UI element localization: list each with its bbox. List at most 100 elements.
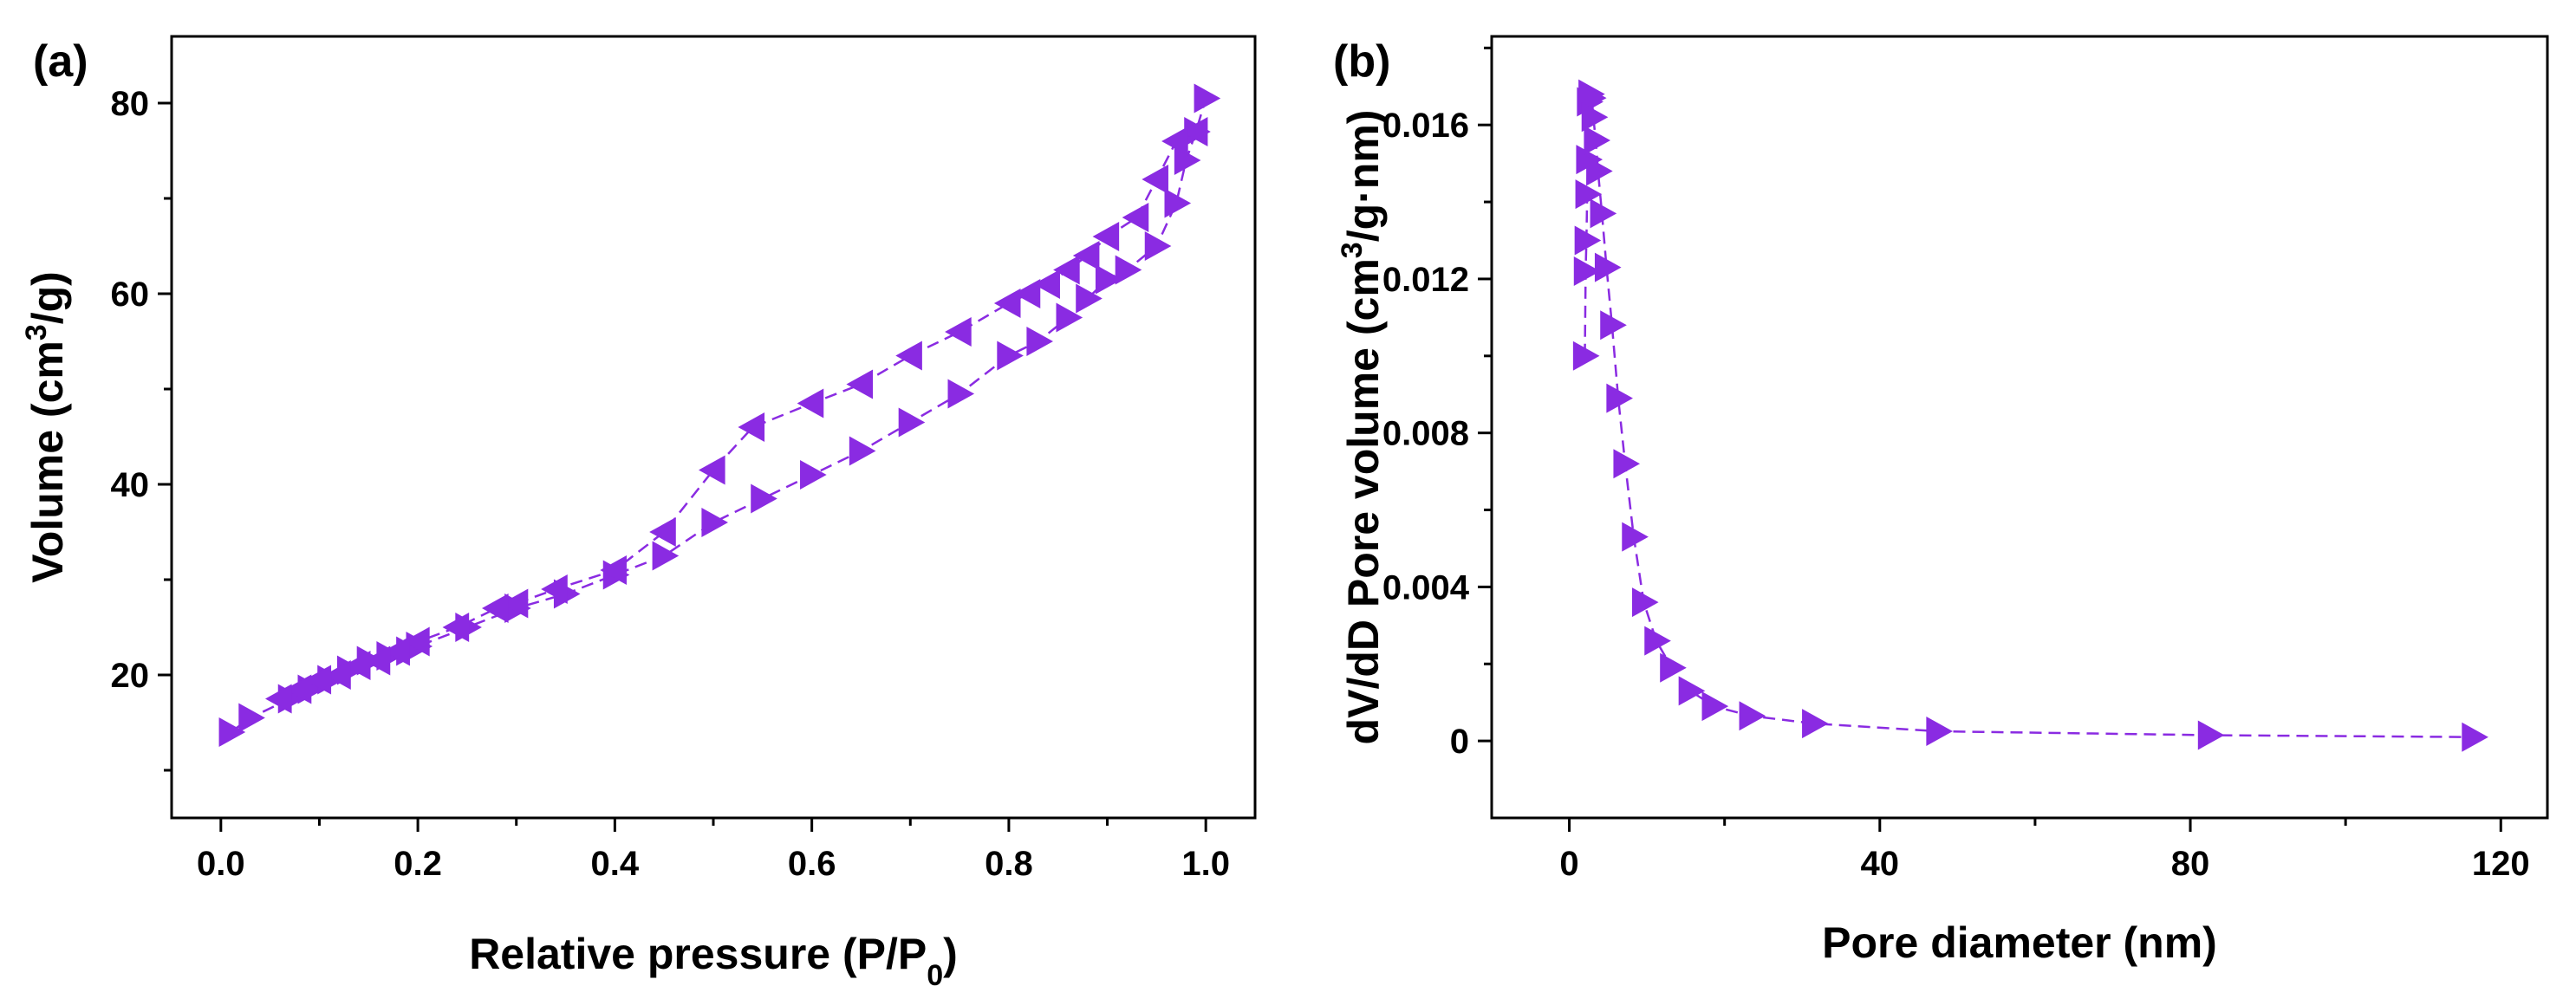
x-tick-label-a: 0.8: [985, 845, 1033, 883]
panel-label-a: (a): [33, 36, 88, 87]
x-tick-label-a: 0.2: [394, 845, 442, 883]
data-point-a-0-21: [997, 341, 1024, 371]
data-point-a-1-1: [1161, 126, 1188, 156]
y-tick-label-b: 0.016: [1382, 107, 1469, 145]
data-point-b-0-18: [1644, 626, 1671, 656]
data-point-a-1-27: [304, 665, 332, 695]
panel-b: (b) 0 40 80 120 0 0.004 0.008 0.012 0.016 Pore d…: [1333, 35, 2549, 967]
plot-frame-b: [1490, 35, 2549, 820]
x-tick-label-a: 1.0: [1181, 845, 1230, 883]
ticks-b: 0 40 80 120 0 0.004 0.008 0.012 0.016: [1382, 46, 2530, 883]
data-point-b-0-16: [1622, 522, 1649, 552]
data-point-a-1-16: [649, 517, 676, 547]
data-point-a-0-22: [1026, 327, 1053, 356]
x-tick-label-b: 40: [1861, 845, 1900, 883]
x-tick-label-b: 80: [2171, 845, 2210, 883]
x-axis-title-b: Pore diameter (nm): [1822, 918, 2217, 967]
y-tick-label-b: 0: [1450, 723, 1469, 761]
x-axis-title-a-tail: ): [943, 930, 958, 978]
data-point-b-0-15: [1613, 449, 1641, 479]
data-point-a-1-18: [541, 574, 568, 604]
x-axis-title-a-main: Relative pressure (P/P: [469, 930, 927, 978]
data-point-a-0-28: [1164, 188, 1192, 218]
data-point-b-0-10: [1586, 156, 1613, 186]
data-point-b-0-20: [1678, 676, 1706, 706]
data-point-a-1-20: [482, 594, 509, 623]
data-point-a-1-17: [600, 555, 627, 585]
data-point-a-0-1: [238, 703, 265, 733]
y-axis-title-a-tail: /g): [23, 271, 72, 324]
x-axis-title-a-sub: 0: [927, 959, 943, 992]
y-axis-title-b-main: dV/dD Pore volume (cm: [1339, 258, 1388, 744]
data-point-a-1-11: [895, 341, 922, 371]
data-point-a-0-27: [1144, 231, 1172, 261]
data-point-a-1-6: [1053, 255, 1080, 285]
x-tick-label-a: 0.6: [788, 845, 836, 883]
data-point-a-1-21: [442, 613, 470, 642]
data-point-a-1-26: [324, 660, 351, 690]
data-point-a-0-19: [898, 407, 926, 438]
y-axis-title-b-tail: /g·nm): [1339, 110, 1388, 243]
data-point-b-0-17: [1631, 587, 1659, 618]
data-point-b-0-22: [1739, 701, 1766, 731]
panel-label-b: (b): [1333, 36, 1390, 87]
data-point-a-0-29: [1174, 146, 1201, 175]
series-b: [1572, 79, 2488, 752]
data-point-a-0-31: [1194, 83, 1221, 114]
data-point-b-0-13: [1600, 310, 1627, 341]
data-point-a-1-3: [1122, 203, 1149, 232]
data-point-a-0-14: [652, 541, 680, 571]
data-point-a-1-25: [343, 651, 371, 680]
data-point-a-1-22: [403, 626, 430, 657]
y-axis-title-a: Volume (cm3/g): [20, 271, 72, 583]
data-point-b-0-26: [2462, 722, 2488, 752]
data-point-a-1-24: [363, 645, 391, 676]
data-point-a-1-7: [1033, 269, 1060, 299]
ticks-a: 0.0 0.2 0.4 0.6 0.8 1.0 20 40 60 80: [111, 85, 1230, 883]
data-point-b-0-2: [1574, 225, 1602, 256]
data-point-a-0-23: [1056, 302, 1083, 333]
data-point-b-0-23: [1802, 709, 1829, 739]
data-point-b-0-12: [1594, 252, 1622, 282]
data-point-b-0-11: [1590, 198, 1617, 229]
y-axis-title-b-sup: 3: [1336, 242, 1369, 258]
data-point-a-1-15: [699, 455, 725, 485]
series-line-a-0: [230, 98, 1207, 734]
y-tick-label-a: 80: [111, 85, 150, 123]
data-point-b-0-14: [1606, 383, 1633, 413]
data-point-a-1-9: [993, 289, 1021, 318]
data-point-a-0-20: [947, 379, 975, 409]
data-point-b-0-24: [1926, 717, 1953, 747]
data-point-b-0-8: [1581, 102, 1609, 133]
y-tick-label-a: 40: [111, 466, 150, 504]
data-point-a-1-14: [738, 412, 765, 442]
data-point-a-1-19: [501, 588, 529, 619]
x-tick-label-a: 0.4: [591, 845, 640, 883]
data-point-a-1-23: [383, 636, 410, 666]
plot-frame-a: [170, 35, 1257, 820]
data-point-a-1-10: [945, 317, 972, 347]
y-axis-title-b: dV/dD Pore volume (cm3/g·nm): [1336, 110, 1388, 745]
series-line-b-0: [1584, 90, 2474, 738]
y-tick-label-b: 0.004: [1382, 568, 1470, 607]
data-point-a-0-25: [1095, 264, 1122, 295]
data-point-a-0-0: [218, 717, 246, 747]
data-point-b-0-3: [1575, 179, 1603, 210]
data-point-a-1-2: [1142, 165, 1168, 194]
x-tick-label-a: 0.0: [197, 845, 245, 883]
series-a: [218, 83, 1221, 747]
data-point-a-1-8: [1013, 279, 1041, 308]
data-point-a-0-26: [1115, 255, 1142, 285]
data-point-b-0-25: [2197, 720, 2225, 750]
data-point-a-1-5: [1072, 241, 1100, 270]
y-axis-title-a-main: Volume (cm: [23, 341, 72, 583]
data-point-b-0-1: [1573, 256, 1601, 287]
y-axis-title-a-sup: 3: [20, 324, 53, 341]
y-tick-label-b: 0.012: [1382, 261, 1469, 299]
y-tick-label-b: 0.008: [1382, 415, 1469, 453]
data-point-a-0-17: [800, 460, 827, 490]
data-point-b-0-19: [1660, 652, 1687, 683]
series-line-a-1: [279, 130, 1197, 700]
data-point-a-1-12: [846, 369, 874, 399]
